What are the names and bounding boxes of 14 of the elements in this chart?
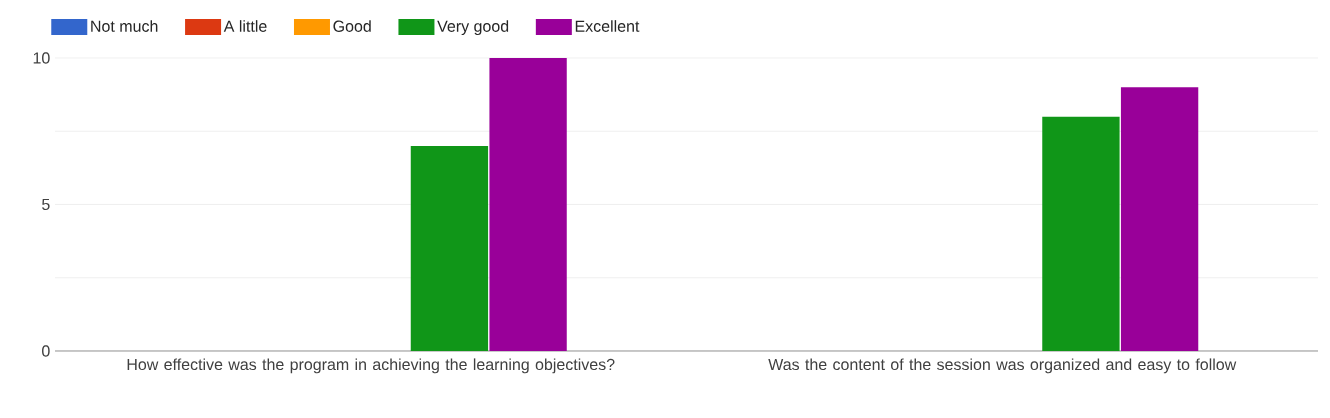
legend-label: Excellent <box>575 20 640 32</box>
legend-label: A little <box>223 20 267 32</box>
bar <box>410 145 489 351</box>
legend-label: Good <box>333 20 371 32</box>
x-tick-label: Was the content of the session was organized and easy to follow <box>768 358 1237 374</box>
legend-label: Not much <box>91 20 158 32</box>
legend-label: Very good <box>437 20 509 36</box>
y-tick-label: 0 <box>42 345 50 357</box>
bar <box>1042 116 1120 351</box>
bar <box>489 58 567 351</box>
y-tick-label: 10 <box>33 52 50 64</box>
y-tick-label: 5 <box>42 198 50 211</box>
x-tick-label: How effective was the program in achieving the learning objectives? <box>127 358 615 374</box>
bar <box>1120 87 1199 351</box>
